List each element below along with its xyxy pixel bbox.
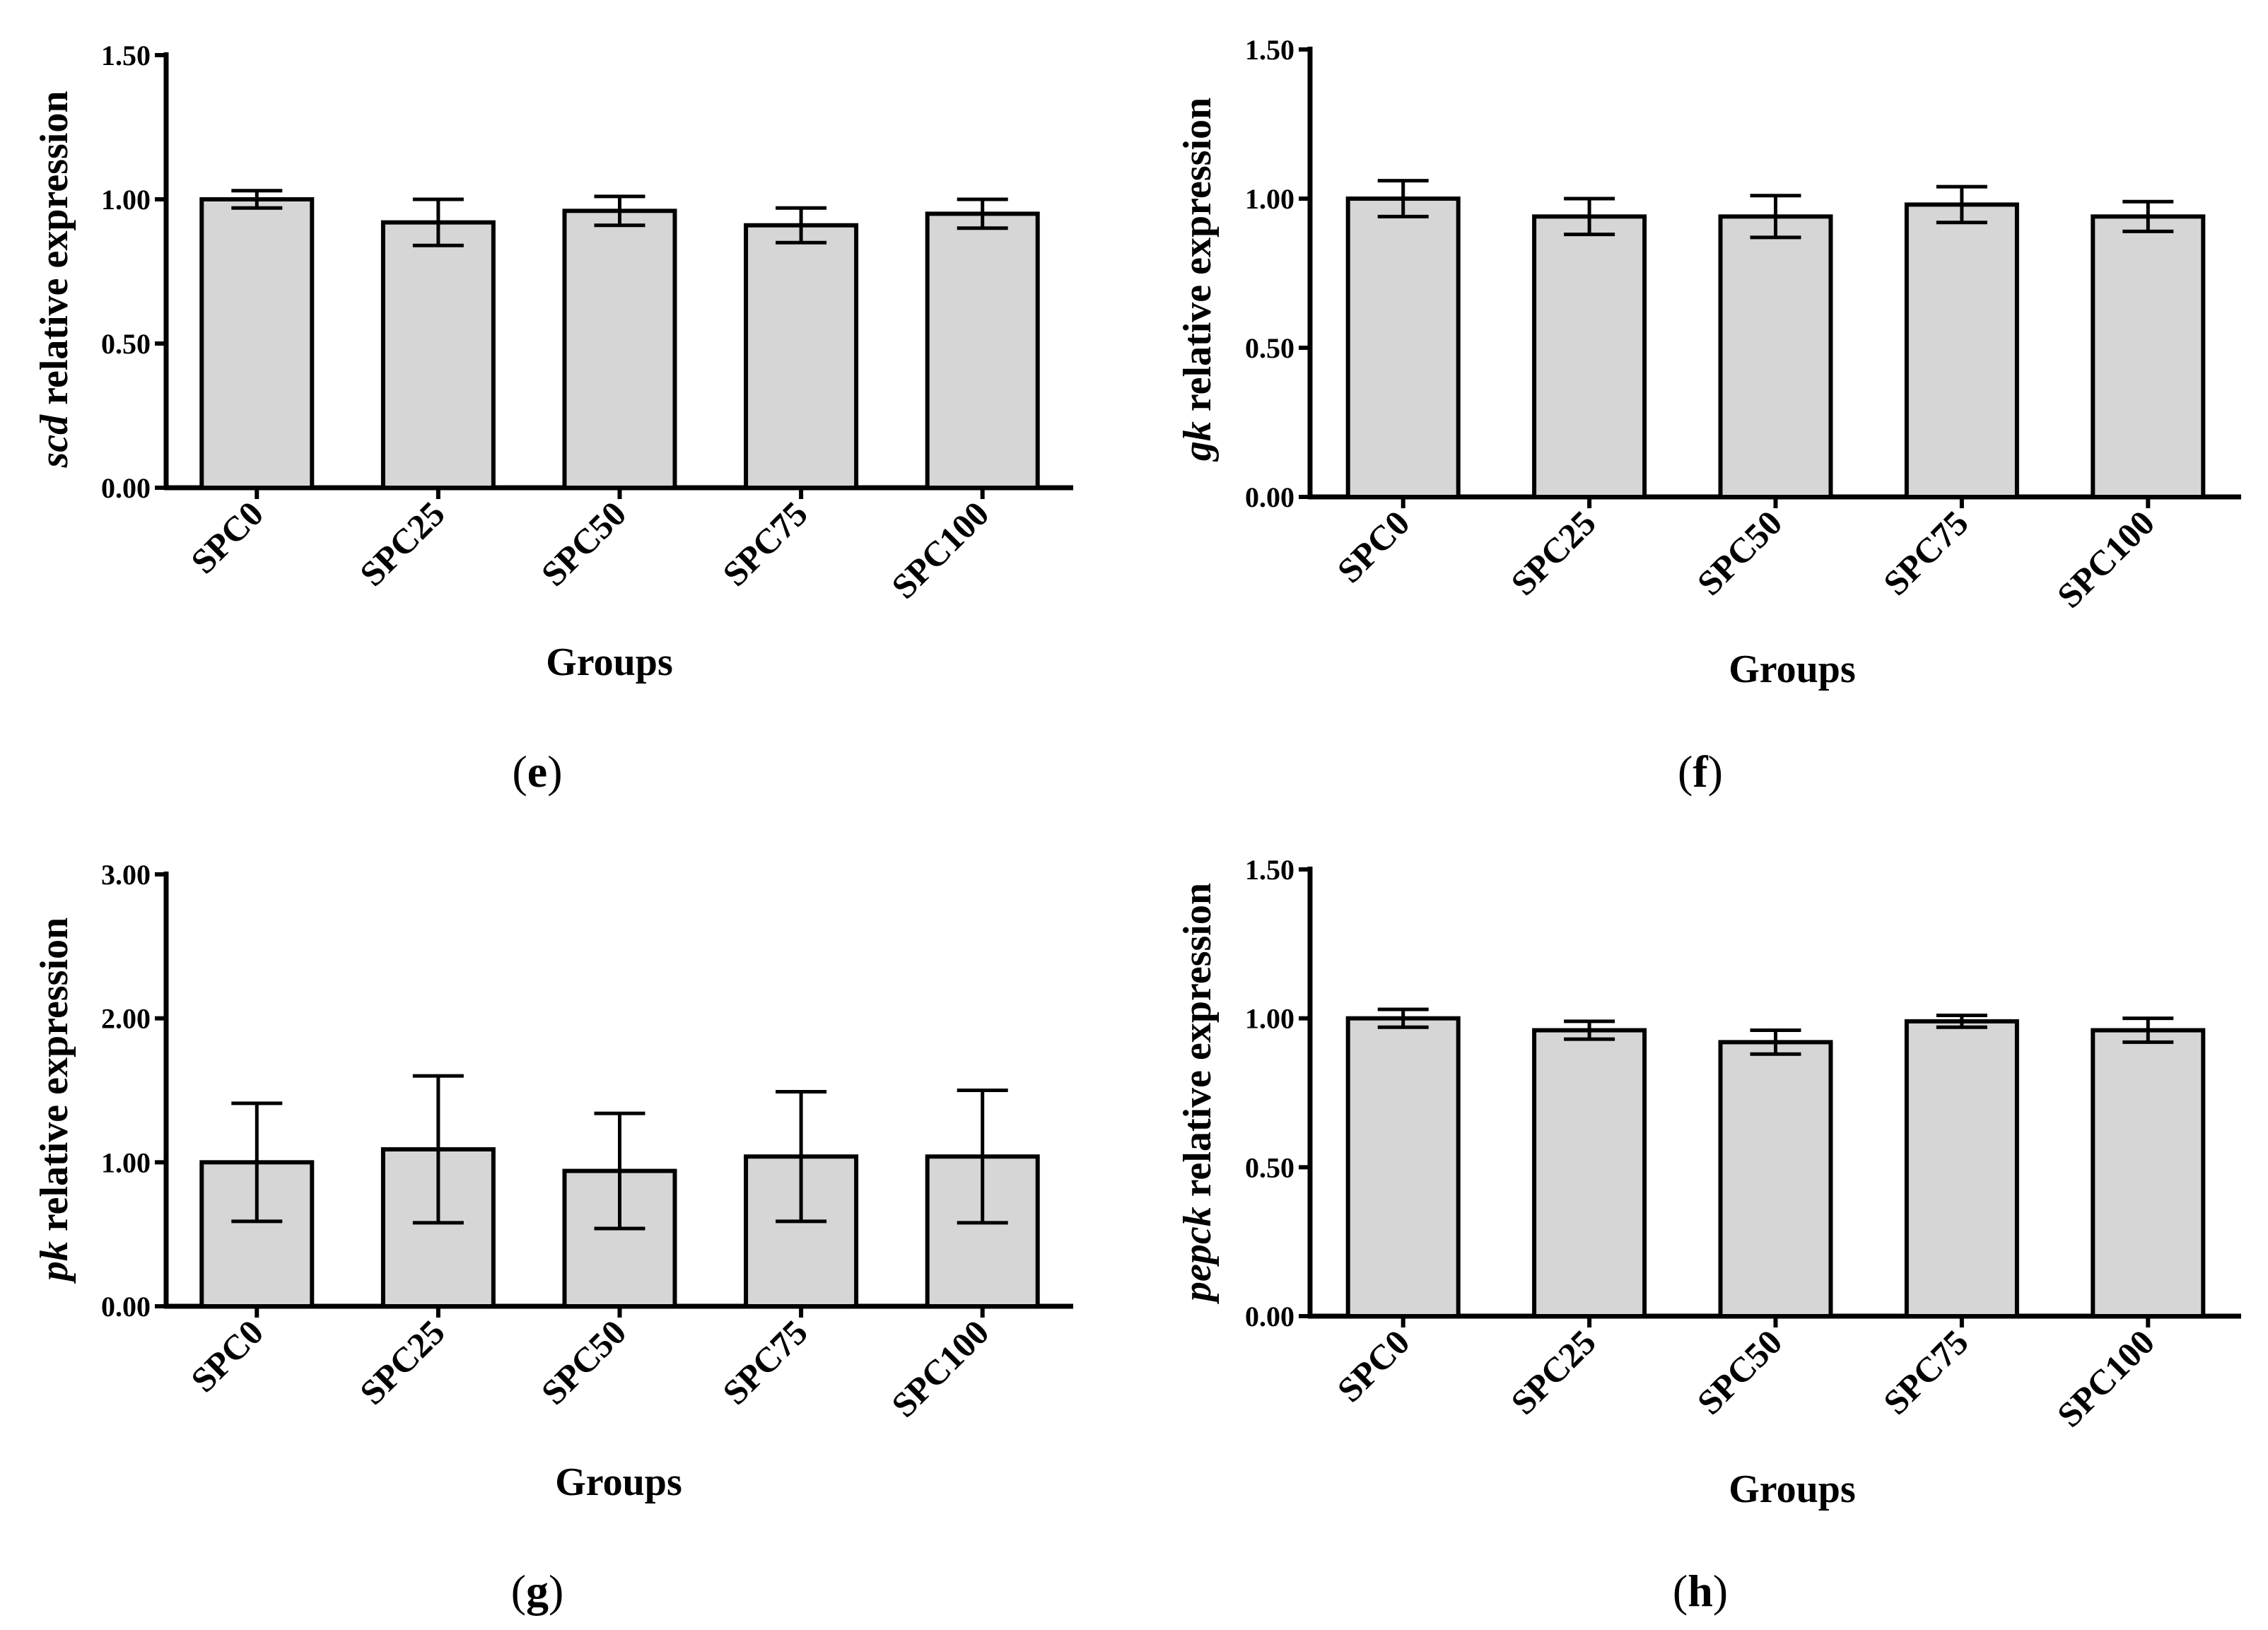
bar xyxy=(380,220,496,490)
x-tick-label: SPC50 xyxy=(534,493,634,594)
x-tick-label: SPC50 xyxy=(1690,1322,1790,1422)
bar xyxy=(1718,214,1833,499)
panel-letter: e xyxy=(527,746,547,797)
bar xyxy=(562,1168,677,1309)
y-tick-label: 0.50 xyxy=(1245,332,1294,364)
y-axis-title: pepck relative expression xyxy=(1176,883,1220,1304)
x-tick-label: SPC25 xyxy=(352,1312,452,1412)
y-tick-label: 0.50 xyxy=(101,328,151,360)
x-tick-label: SPC25 xyxy=(1503,503,1603,603)
bar xyxy=(199,197,315,490)
y-axis-gene: pk xyxy=(33,1241,76,1284)
y-axis-title: scd relative expression xyxy=(33,91,76,469)
y-tick-label: 1.00 xyxy=(1245,183,1294,215)
x-tick-label: SPC25 xyxy=(352,493,452,594)
bar xyxy=(1718,1040,1833,1318)
y-tick-label: 1.50 xyxy=(1245,34,1294,66)
x-axis-title: Groups xyxy=(1729,647,1855,691)
panel-h: pepck relative expression Groups (h) 0.0… xyxy=(1176,854,2241,1616)
bar xyxy=(1345,1016,1461,1318)
bar xyxy=(1904,1019,2019,1318)
y-tick-label: 3.00 xyxy=(101,859,151,891)
y-tick-label: 1.00 xyxy=(101,1147,151,1178)
bar xyxy=(1532,214,1647,499)
x-tick-label: SPC50 xyxy=(1690,503,1790,603)
x-tick-label: SPC0 xyxy=(1329,503,1417,590)
y-axis-gene: scd xyxy=(33,414,76,469)
x-tick-label: SPC100 xyxy=(884,1312,996,1424)
y-axis-title-suffix: relative expression xyxy=(1176,98,1220,421)
y-tick-label: 0.00 xyxy=(101,472,151,504)
x-tick-label: SPC100 xyxy=(2050,1322,2162,1434)
x-tick-label: SPC0 xyxy=(1329,1322,1417,1409)
x-tick-label: SPC100 xyxy=(884,493,996,606)
panel-letter: h xyxy=(1688,1566,1713,1616)
x-tick-label: SPC0 xyxy=(183,1312,271,1400)
panel-label: (f) xyxy=(1678,746,1723,797)
x-tick-label: SPC50 xyxy=(534,1312,634,1412)
x-tick-label: SPC75 xyxy=(1876,1322,1976,1422)
y-axis-title: pk relative expression xyxy=(33,917,76,1284)
panel-letter: f xyxy=(1693,746,1708,797)
bar xyxy=(1904,202,2019,499)
y-axis-title-suffix: relative expression xyxy=(1176,883,1220,1207)
y-tick-label: 1.50 xyxy=(1245,854,1294,886)
panel-f: gk relative expression Groups (f) 0.00 0.… xyxy=(1176,34,2241,797)
y-tick-label: 0.50 xyxy=(1245,1151,1294,1183)
bar xyxy=(925,211,1040,490)
x-axis-title: Groups xyxy=(546,640,672,684)
x-tick-label: SPC75 xyxy=(1876,503,1976,603)
panel-letter: g xyxy=(526,1566,549,1616)
y-tick-label: 2.00 xyxy=(101,1003,151,1035)
panel-label: (e) xyxy=(512,746,562,797)
y-tick-label: 1.00 xyxy=(1245,1003,1294,1035)
panel-label: (g) xyxy=(511,1566,564,1616)
panel-e: scd relative expression Groups (e) 0.00 0… xyxy=(33,40,1073,797)
bar xyxy=(2091,214,2206,499)
x-tick-label: SPC75 xyxy=(715,1312,815,1412)
y-tick-label: 0.00 xyxy=(1245,1301,1294,1332)
panel-g: pk relative expression Groups (g) 0.00 1.… xyxy=(33,859,1073,1616)
y-tick-label: 1.50 xyxy=(101,40,151,71)
panel-label: (h) xyxy=(1673,1566,1728,1616)
bar xyxy=(744,223,859,490)
x-tick-label: SPC100 xyxy=(2050,503,2162,615)
x-axis-title: Groups xyxy=(555,1460,682,1504)
y-axis-title-suffix: relative expression xyxy=(33,917,76,1241)
y-tick-label: 0.00 xyxy=(1245,481,1294,513)
bar xyxy=(2091,1028,2206,1319)
bar xyxy=(562,209,677,490)
x-axis-title: Groups xyxy=(1729,1467,1855,1511)
x-tick-label: SPC25 xyxy=(1503,1322,1603,1422)
bar xyxy=(1532,1028,1647,1319)
x-tick-label: SPC0 xyxy=(183,493,271,581)
y-axis-title: gk relative expression xyxy=(1176,98,1220,462)
x-tick-label: SPC75 xyxy=(715,493,815,594)
y-tick-label: 0.00 xyxy=(101,1291,151,1323)
y-axis-gene: gk xyxy=(1176,421,1220,462)
y-tick-label: 1.00 xyxy=(101,184,151,216)
y-axis-gene: pepck xyxy=(1176,1207,1220,1304)
bar xyxy=(1345,197,1461,499)
y-axis-title-suffix: relative expression xyxy=(33,91,76,415)
